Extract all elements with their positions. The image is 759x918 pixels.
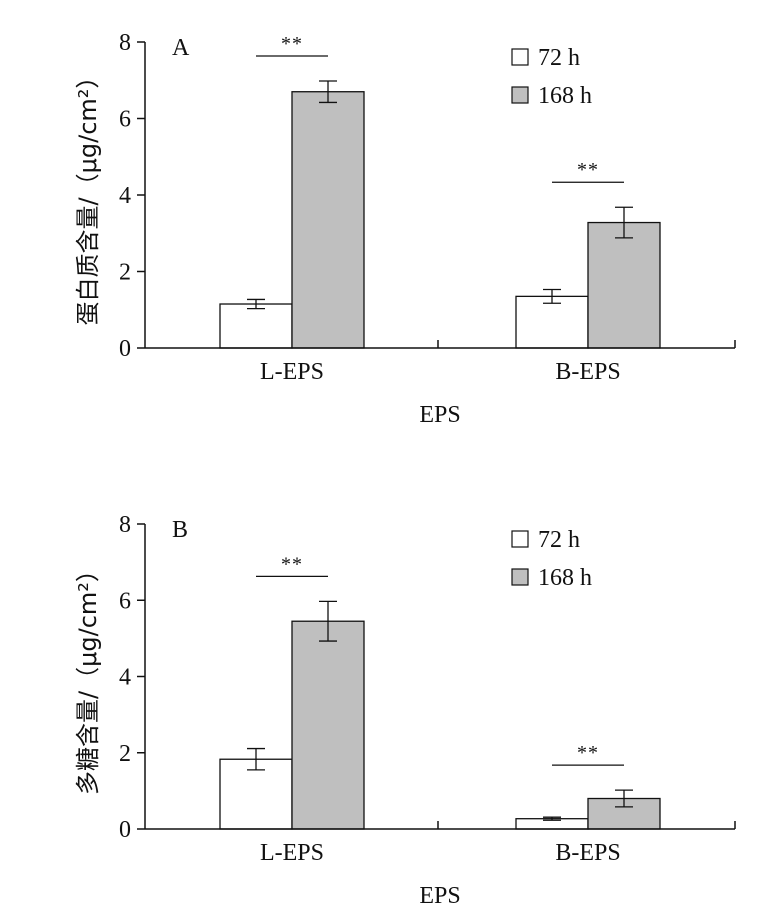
x-category-label: B-EPS — [555, 359, 620, 385]
x-category-label: L-EPS — [260, 840, 324, 866]
y-axis-title: 多糖含量/（μg/cm²） — [74, 558, 102, 795]
chart-panel-a: ** ** 0 2 4 6 8 L-EPS B-EPS EPS 蛋白质含量/（μg/cm²） A 72 … — [74, 30, 736, 428]
error-bar-b-eps-168h — [615, 206, 633, 239]
bar-b-eps-168h — [587, 221, 661, 349]
error-bar-l-eps-72h — [247, 298, 265, 310]
y-tick-label: 8 — [119, 30, 131, 56]
x-axis-title: EPS — [419, 402, 460, 428]
legend: 72 h 168 h — [511, 527, 592, 591]
y-tick-label: 4 — [119, 183, 131, 209]
error-bar-b-eps-72h — [543, 288, 561, 304]
legend-swatch-72h — [511, 48, 529, 66]
error-bar-l-eps-168h — [319, 80, 337, 104]
bar-l-eps-72h — [219, 303, 293, 349]
y-tick-label: 4 — [119, 665, 131, 691]
y-tick-label: 8 — [119, 512, 131, 538]
legend-label: 168 h — [538, 565, 592, 591]
bar-l-eps-72h — [219, 758, 293, 830]
bar-b-eps-72h — [515, 295, 589, 349]
legend-swatch-168h — [511, 568, 529, 586]
y-tick-label: 6 — [119, 588, 131, 614]
y-tick-label: 6 — [119, 107, 131, 133]
significance-marker: ** — [577, 742, 599, 764]
legend: 72 h 168 h — [511, 45, 592, 109]
legend-swatch-72h — [511, 530, 529, 548]
significance-marker: ** — [577, 159, 599, 181]
x-category-label: B-EPS — [555, 840, 620, 866]
y-tick-label: 0 — [119, 817, 131, 843]
panel-label: B — [172, 517, 188, 543]
bar-l-eps-168h — [291, 91, 365, 349]
legend-label: 72 h — [538, 45, 580, 71]
error-bar-b-eps-168h — [615, 789, 633, 808]
y-tick-label: 2 — [119, 741, 131, 767]
chart-panel-b: ** ** 0 2 4 6 8 L-EPS B-EPS EPS 多糖含量/（μg/cm²） B 72 h… — [74, 512, 736, 909]
y-tick-label: 2 — [119, 260, 131, 286]
bar-l-eps-168h — [291, 620, 365, 830]
panel-label: A — [172, 35, 190, 61]
legend-label: 168 h — [538, 83, 592, 109]
x-category-label: L-EPS — [260, 359, 324, 385]
error-bar-b-eps-72h — [543, 816, 561, 821]
significance-marker: ** — [281, 33, 303, 55]
error-bar-l-eps-168h — [319, 600, 337, 642]
legend-label: 72 h — [538, 527, 580, 553]
y-axis-title: 蛋白质含量/（μg/cm²） — [74, 65, 102, 326]
x-axis-title: EPS — [419, 883, 460, 909]
y-tick-label: 0 — [119, 336, 131, 362]
legend-swatch-168h — [511, 86, 529, 104]
error-bar-l-eps-72h — [247, 747, 265, 771]
significance-marker: ** — [281, 553, 303, 575]
